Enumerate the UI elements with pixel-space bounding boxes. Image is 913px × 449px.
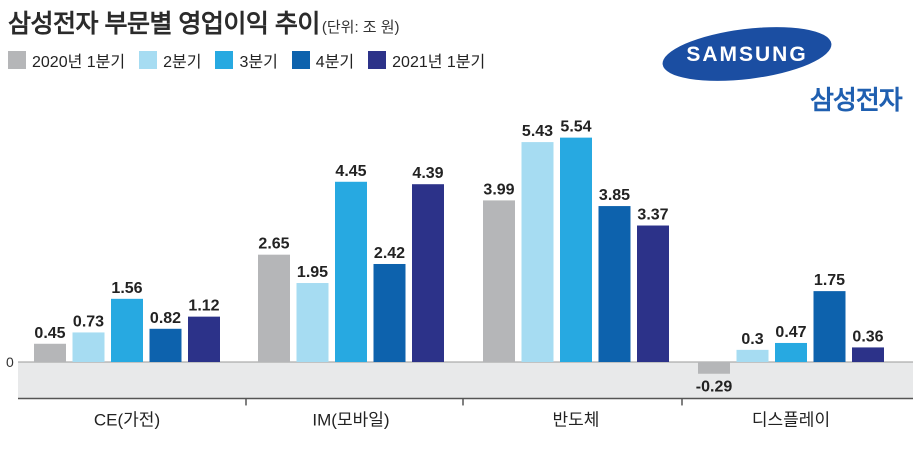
data-label: 0.47 (775, 324, 806, 341)
data-label: 3.37 (637, 207, 668, 224)
legend-item-q4-2020: 4분기 (291, 48, 355, 72)
bar-3-4 (775, 342, 807, 362)
bar-5-1 (188, 316, 220, 362)
category-label: 반도체 (553, 410, 600, 429)
legend-swatch (291, 51, 310, 69)
bar-4-1 (149, 328, 182, 362)
bar-2-4 (736, 349, 769, 362)
bar-4-4 (813, 291, 846, 362)
unit-note: (단위: 조 원) (321, 19, 400, 36)
samsung-logo-text: SAMSUNG (686, 43, 807, 66)
bar-3-2 (335, 181, 367, 362)
data-label: 0.36 (852, 328, 883, 345)
legend-swatch (215, 51, 234, 69)
data-label: 1.75 (814, 272, 845, 289)
data-label: 2.42 (374, 245, 405, 262)
legend-item-q2-2020: 2분기 (139, 48, 201, 72)
bar-1-2 (258, 254, 290, 362)
legend-swatch (8, 51, 26, 69)
legend-item-q3-2020: 3분기 (215, 48, 278, 72)
data-label: 0.82 (150, 310, 181, 327)
legend-item-q1-2020: 2020년 1분기 (8, 48, 125, 72)
chart-title: 삼성전자 부문별 영업이익 추이 (단위: 조 원) (8, 4, 400, 40)
bar-5-4 (852, 347, 884, 362)
bar-3-3 (560, 137, 592, 362)
legend-swatch (139, 51, 158, 69)
legend-label: 4분기 (315, 54, 355, 71)
data-label: 5.43 (522, 123, 553, 140)
legend-item-q1-2021: 2021년 1분기 (368, 48, 485, 72)
legend-label: 2021년 1분기 (392, 54, 486, 71)
data-label: 0.3 (741, 331, 763, 348)
negative-band (18, 362, 913, 399)
data-label: -0.29 (696, 379, 733, 396)
title-text: 삼성전자 부문별 영업이익 추이 (8, 10, 320, 38)
bar-2-2 (296, 283, 329, 362)
bar-4-2 (373, 263, 406, 362)
category-label: IM(모바일) (312, 410, 389, 429)
bar-1-1 (34, 343, 66, 362)
samsung-logo-ellipse (662, 27, 832, 81)
bar-2-1 (72, 332, 105, 362)
samsung-logo: SAMSUNG (662, 27, 832, 81)
legend-label: 3분기 (239, 54, 278, 71)
legend: 2020년 1분기 2분기 3분기 4분기 2021년 1분기 (8, 48, 485, 72)
data-label: 0.73 (73, 313, 104, 330)
data-label: 4.39 (412, 165, 443, 182)
bar-3-1 (111, 298, 143, 362)
data-label: 1.12 (188, 298, 219, 315)
legend-label: 2020년 1분기 (32, 54, 126, 71)
data-label: 3.85 (599, 187, 630, 204)
bar-5-3 (637, 225, 669, 362)
data-label: 3.99 (483, 181, 514, 198)
category-label: 디스플레이 (752, 410, 830, 429)
y-tick-label: 0 (6, 354, 14, 370)
data-label: 1.56 (111, 280, 142, 297)
legend-swatch (368, 51, 387, 69)
data-label: 4.45 (335, 163, 366, 180)
data-label: 2.65 (258, 236, 289, 253)
brand-name-kr: 삼성전자 (810, 85, 903, 115)
bar-2-3 (521, 142, 554, 362)
bar-5-2 (412, 184, 444, 362)
legend-label: 2분기 (163, 54, 202, 71)
bar-1-4 (698, 362, 730, 374)
data-label: 0.45 (34, 325, 65, 342)
data-label: 1.95 (297, 264, 328, 281)
category-label: CE(가전) (94, 410, 160, 429)
bar-4-3 (598, 206, 631, 362)
bar-1-3 (483, 200, 515, 362)
data-label: 5.54 (560, 119, 591, 136)
